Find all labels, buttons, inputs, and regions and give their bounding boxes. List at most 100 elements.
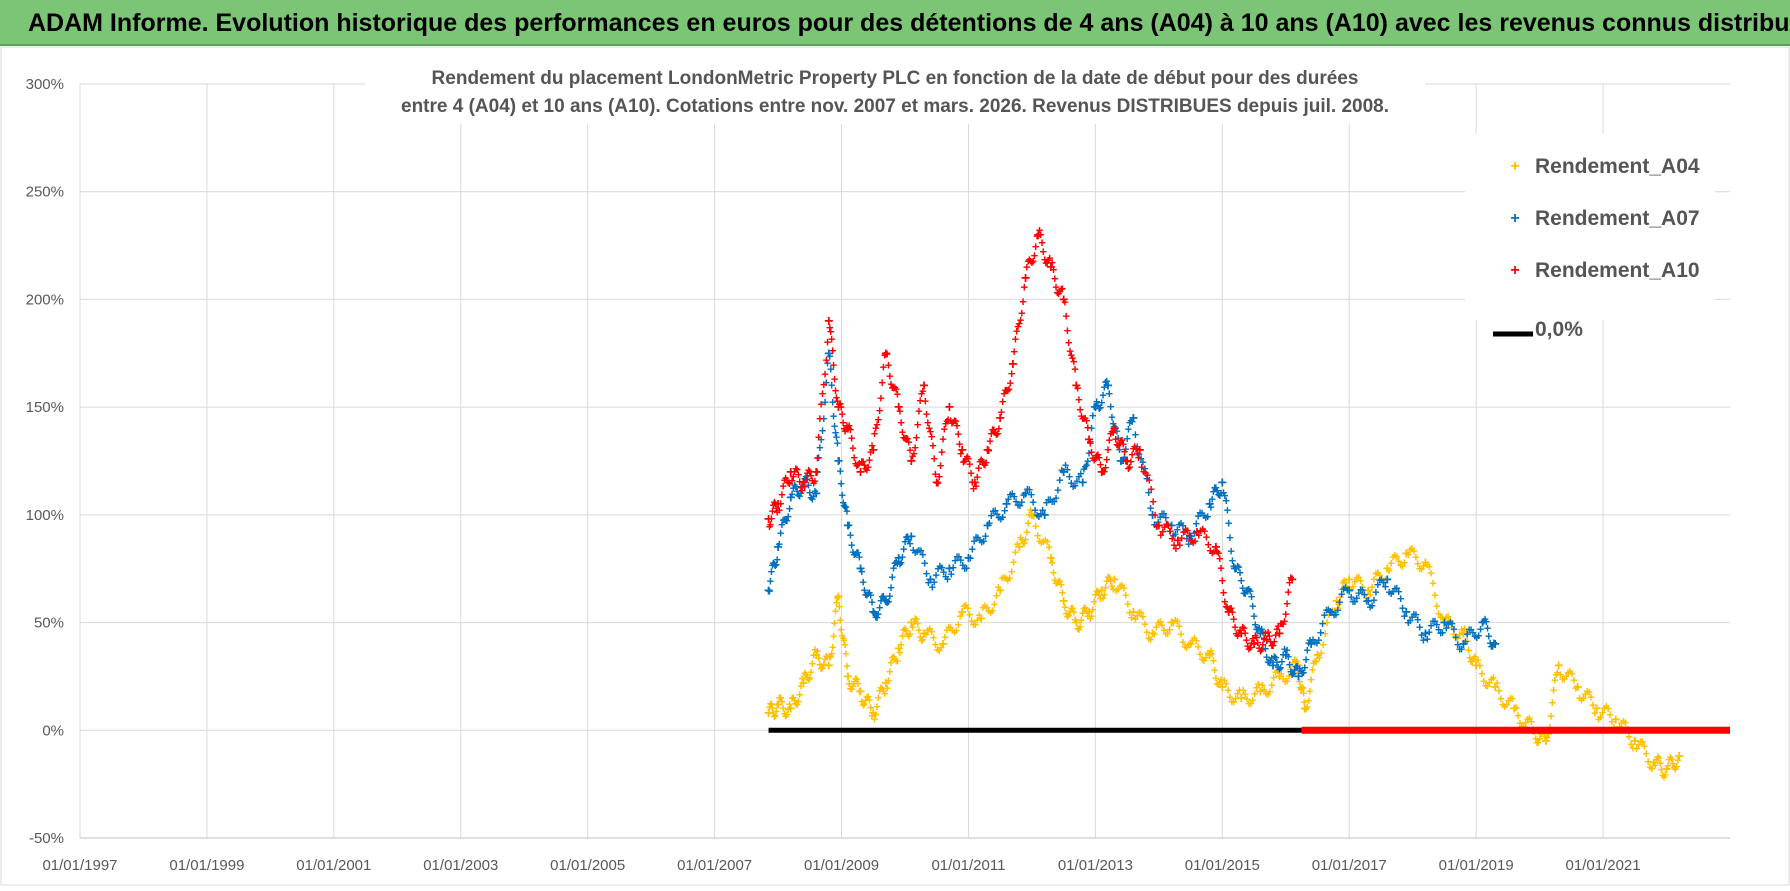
- data-point: +: [1359, 582, 1367, 597]
- data-point: +: [1083, 603, 1091, 618]
- data-point: +: [1454, 637, 1462, 652]
- data-point: +: [1387, 556, 1395, 571]
- data-point: +: [1435, 622, 1443, 637]
- data-point: +: [1167, 518, 1176, 535]
- data-point: +: [1202, 510, 1210, 525]
- data-point: +: [1183, 531, 1191, 546]
- data-point: +: [902, 431, 910, 446]
- data-point: +: [1042, 255, 1050, 270]
- data-point: +: [1059, 585, 1067, 600]
- legend-marker-a04: +: [1510, 158, 1519, 175]
- data-point: +: [1245, 582, 1253, 597]
- data-point: +: [856, 684, 865, 701]
- data-point: +: [900, 542, 908, 557]
- data-point: +: [1355, 569, 1363, 584]
- data-point: +: [1489, 670, 1497, 685]
- data-point: +: [1243, 583, 1251, 598]
- data-point: +: [897, 555, 905, 570]
- data-point: +: [1286, 575, 1294, 590]
- data-point: +: [1194, 639, 1202, 654]
- data-point: +: [1418, 562, 1426, 577]
- data-point: +: [1186, 528, 1195, 545]
- data-point: +: [944, 571, 952, 586]
- data-point: +: [924, 415, 932, 430]
- data-point: +: [1019, 294, 1027, 309]
- data-point: +: [1006, 570, 1014, 585]
- performance-chart: -50% 0% 50% 100% 150% 200% 250% 300% 01/01/1997 0…: [0, 46, 1790, 886]
- data-point: +: [1218, 475, 1227, 492]
- data-point: +: [1050, 262, 1058, 277]
- data-point: +: [919, 625, 928, 642]
- data-point: +: [1092, 587, 1100, 602]
- data-point: +: [1336, 595, 1344, 610]
- data-point: +: [1080, 601, 1088, 616]
- data-point: +: [823, 649, 831, 664]
- data-point: +: [970, 617, 978, 632]
- data-point: +: [1021, 535, 1029, 550]
- data-point: +: [1275, 625, 1284, 642]
- data-point: +: [1478, 615, 1487, 632]
- data-point: +: [1247, 696, 1255, 711]
- data-point: +: [1080, 411, 1088, 426]
- data-point: +: [845, 418, 853, 433]
- y-tick-label: -50%: [29, 830, 64, 847]
- data-point: +: [1258, 622, 1266, 637]
- data-point: +: [1570, 672, 1578, 687]
- data-point: +: [1116, 579, 1124, 594]
- data-point: +: [786, 476, 794, 491]
- data-point: +: [1518, 719, 1526, 734]
- data-point: +: [1110, 571, 1119, 588]
- data-point: +: [850, 674, 858, 689]
- data-point: +: [1364, 593, 1373, 610]
- x-tick-label: 01/01/2001: [296, 857, 371, 874]
- data-point: +: [815, 430, 823, 445]
- data-point: +: [952, 414, 960, 429]
- data-point: +: [1664, 758, 1672, 773]
- chart-frame: -50% 0% 50% 100% 150% 200% 250% 300% 01/01/1997 0…: [0, 46, 1790, 886]
- data-point: +: [1246, 640, 1254, 655]
- data-point: +: [1391, 547, 1399, 562]
- data-point: +: [985, 603, 993, 618]
- data-point: +: [798, 483, 806, 498]
- data-point: +: [1047, 492, 1055, 507]
- data-point: +: [1393, 549, 1401, 564]
- data-point: +: [921, 556, 929, 571]
- data-point: +: [868, 594, 876, 609]
- data-point: +: [859, 697, 867, 712]
- data-point: +: [1474, 652, 1482, 667]
- data-point: +: [945, 619, 953, 634]
- data-point: +: [887, 580, 895, 595]
- data-point: +: [1268, 650, 1276, 665]
- data-point: +: [985, 443, 993, 458]
- data-point: +: [1085, 446, 1093, 461]
- data-point: +: [781, 706, 789, 721]
- data-point: +: [1259, 637, 1267, 652]
- data-point: +: [1467, 622, 1475, 637]
- data-point: +: [875, 412, 883, 427]
- data-point: +: [1217, 561, 1225, 576]
- data-point: +: [864, 586, 872, 601]
- data-point: +: [1254, 635, 1262, 650]
- data-point: +: [1427, 565, 1435, 580]
- data-point: +: [937, 640, 945, 655]
- data-point: +: [881, 675, 890, 692]
- data-point: +: [1158, 617, 1166, 632]
- data-point: +: [980, 534, 988, 549]
- data-point: +: [838, 487, 846, 502]
- data-point: +: [919, 383, 927, 398]
- data-point: +: [788, 691, 796, 706]
- data-point: +: [1328, 604, 1336, 619]
- data-point: +: [858, 564, 866, 579]
- data-point: +: [892, 654, 900, 669]
- data-point: +: [880, 589, 888, 604]
- data-point: +: [1200, 508, 1208, 523]
- data-point: +: [1024, 254, 1032, 269]
- data-point: +: [1088, 420, 1096, 435]
- data-point: +: [1186, 528, 1194, 543]
- data-point: +: [1071, 361, 1079, 376]
- data-point: +: [938, 636, 947, 653]
- data-point: +: [1670, 760, 1678, 775]
- data-point: +: [784, 702, 792, 717]
- legend-marker-a07: +: [1510, 210, 1519, 227]
- data-point: +: [1075, 469, 1083, 484]
